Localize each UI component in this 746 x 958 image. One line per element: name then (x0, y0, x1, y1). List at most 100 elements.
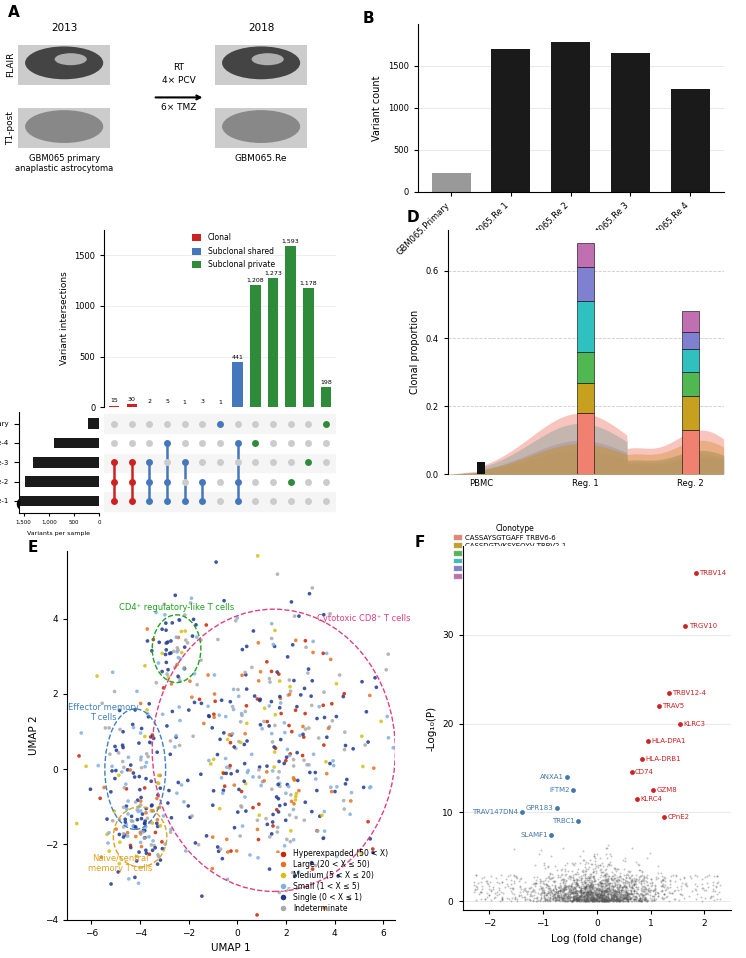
Point (621, 886, 633, 901)
Point (529, 857, 541, 873)
Point (571, 888, 583, 903)
Point (554, 888, 565, 903)
Point (274, 700, 286, 716)
Point (579, 893, 591, 908)
Point (599, 894, 611, 909)
Point (566, 884, 578, 900)
Text: KLRC4: KLRC4 (640, 796, 662, 802)
Point (636, 891, 648, 906)
Point (609, 873, 621, 888)
Point (626, 886, 638, 901)
Point (577, 871, 589, 886)
Point (611, 892, 623, 907)
Bar (215, 45, 307, 84)
Bar (18, 45, 110, 84)
Point (267, 764, 279, 779)
Point (705, 890, 717, 905)
Point (639, 886, 651, 901)
Point (189, 695, 201, 710)
Point (642, 886, 654, 901)
Point (493, 886, 505, 901)
Point (621, 888, 633, 903)
Point (625, 879, 637, 895)
Point (302, 666, 314, 681)
Point (521, 886, 533, 901)
Point (125, 840, 137, 855)
Point (614, 889, 626, 904)
Point (303, 720, 315, 736)
Point (619, 877, 631, 892)
Point (615, 882, 627, 898)
Point (710, 879, 722, 895)
Point (580, 893, 592, 908)
Point (586, 880, 598, 896)
Point (589, 873, 601, 888)
Point (254, 760, 266, 775)
Point (593, 890, 605, 905)
Point (157, 809, 169, 824)
Point (474, 884, 486, 900)
Point (154, 853, 166, 868)
Point (618, 861, 630, 877)
Point (253, 796, 265, 811)
Point (159, 836, 171, 852)
Point (589, 893, 601, 908)
Point (508, 868, 520, 883)
Point (614, 878, 626, 893)
Point (623, 877, 635, 892)
Point (580, 890, 592, 905)
Point (546, 888, 558, 903)
Point (525, 879, 537, 895)
Point (162, 662, 174, 677)
Point (253, 673, 265, 689)
Point (608, 887, 620, 902)
Point (615, 871, 627, 886)
Point (592, 859, 604, 875)
Point (572, 890, 584, 905)
Point (618, 891, 630, 906)
Point (604, 893, 616, 908)
Point (580, 886, 592, 901)
Point (642, 875, 653, 890)
Point (341, 772, 353, 787)
Point (645, 890, 656, 905)
Point (569, 879, 581, 895)
Point (578, 888, 590, 903)
Point (548, 875, 560, 890)
Point (595, 887, 606, 902)
Point (714, 878, 726, 893)
Point (84, 782, 96, 797)
Point (589, 856, 601, 872)
Point (231, 610, 243, 626)
Point (577, 884, 589, 900)
Point (638, 893, 650, 908)
Point (568, 888, 580, 903)
Point (628, 888, 640, 903)
Point (613, 880, 625, 896)
Point (626, 886, 638, 901)
Point (157, 680, 169, 696)
Point (234, 829, 246, 844)
Point (549, 858, 561, 874)
Point (607, 885, 619, 901)
Point (658, 886, 670, 901)
Point (594, 888, 606, 903)
Point (615, 889, 627, 904)
Point (673, 892, 685, 907)
Point (298, 753, 310, 768)
Text: 30: 30 (128, 397, 136, 401)
Point (642, 893, 654, 908)
Point (581, 886, 593, 901)
Point (595, 893, 607, 908)
Legend: Clonal, Subclonal shared, Subclonal private: Clonal, Subclonal shared, Subclonal priv… (189, 230, 278, 272)
Point (617, 893, 629, 908)
Point (624, 892, 636, 907)
Point (574, 892, 586, 907)
Point (625, 874, 637, 889)
Point (651, 892, 662, 907)
Point (586, 891, 598, 906)
Point (585, 892, 597, 907)
Point (711, 868, 723, 883)
Point (551, 889, 563, 904)
Point (579, 873, 591, 888)
